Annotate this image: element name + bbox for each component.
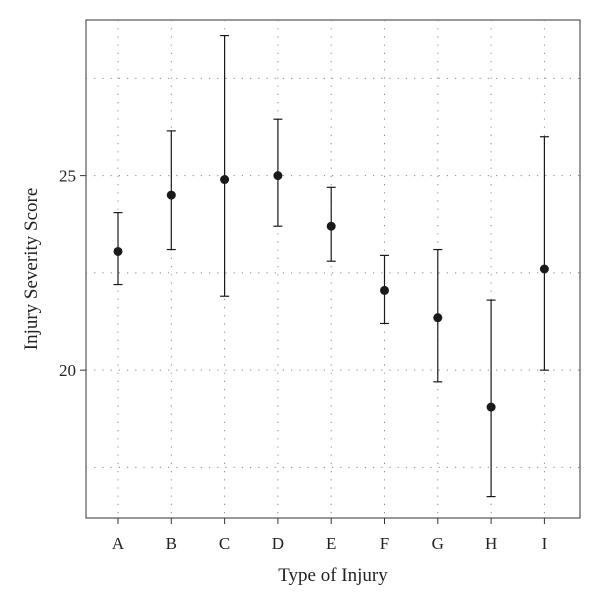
data-point	[220, 175, 230, 185]
data-point	[113, 246, 123, 256]
x-tick-label: D	[272, 534, 284, 553]
x-tick-label: C	[219, 534, 230, 553]
x-tick-label: F	[380, 534, 389, 553]
plot-area	[85, 19, 581, 519]
error-bar-group	[326, 186, 336, 262]
data-point	[166, 190, 176, 200]
error-bar-group	[433, 248, 443, 383]
y-tick-label: 20	[59, 361, 76, 380]
x-tick-label: I	[542, 534, 548, 553]
error-bar-group	[113, 211, 123, 286]
data-point	[273, 171, 283, 181]
data-marks	[113, 34, 549, 498]
error-bar-group	[539, 136, 549, 371]
data-point	[539, 264, 549, 274]
x-axis-label: Type of Injury	[278, 565, 388, 586]
data-point	[380, 285, 389, 295]
x-tick-label: E	[326, 534, 336, 553]
data-point	[486, 402, 496, 412]
x-tick-label: G	[432, 534, 444, 553]
error-bar-group	[273, 118, 283, 227]
x-tick-label: B	[166, 534, 177, 553]
x-axis: A B C D E F G H I	[112, 518, 548, 553]
error-bar-group	[220, 34, 230, 297]
error-bar-group	[380, 254, 389, 325]
x-tick-label: H	[485, 534, 497, 553]
error-bar-group	[486, 299, 496, 498]
y-axis-label: Injury Severity Score	[21, 188, 42, 351]
x-tick-label: A	[112, 534, 125, 553]
y-tick-label: 25	[59, 167, 76, 186]
data-point	[433, 313, 443, 323]
data-point	[326, 221, 336, 231]
error-bar-group	[166, 130, 176, 251]
